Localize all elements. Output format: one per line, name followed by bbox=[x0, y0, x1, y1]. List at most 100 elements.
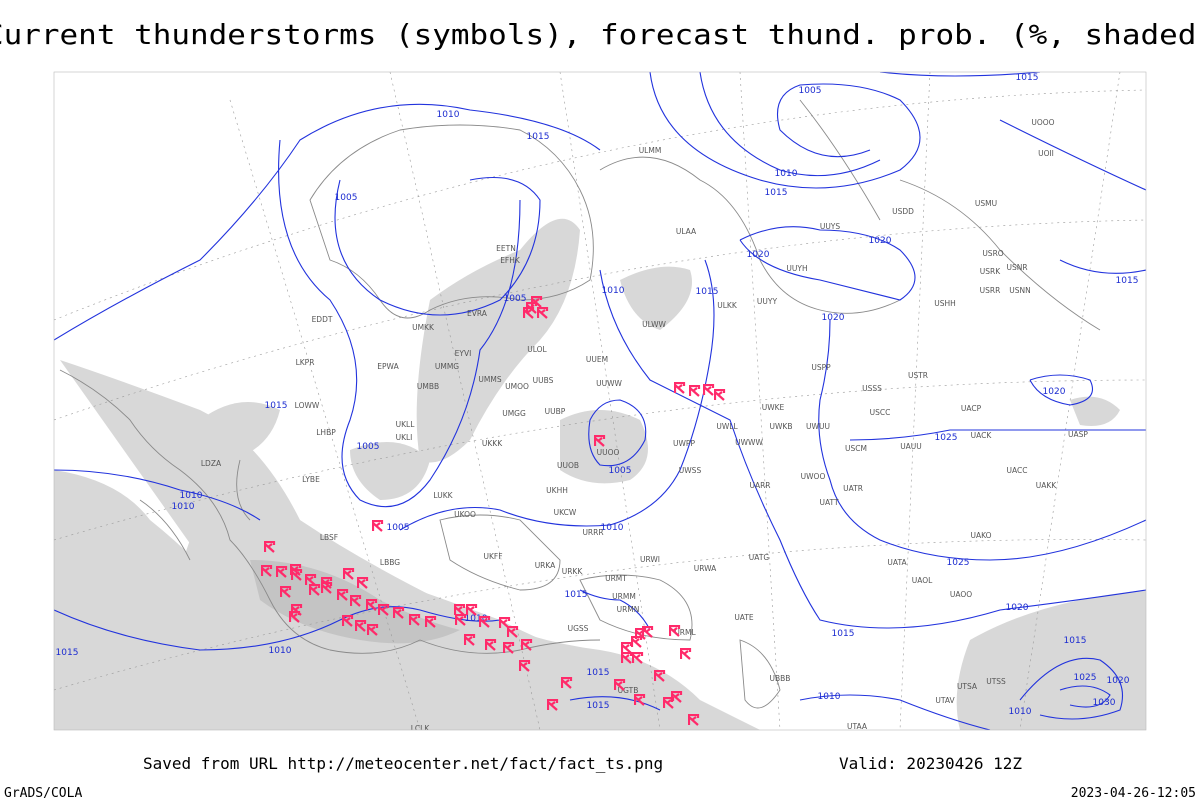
station-code: UWUU bbox=[806, 422, 830, 431]
station-code: UKFF bbox=[483, 552, 502, 561]
isobar-label: 1020 bbox=[869, 236, 892, 246]
isobar-label: 1010 bbox=[180, 491, 203, 501]
station-code: USRO bbox=[982, 249, 1003, 258]
isobar-label: 1010 bbox=[775, 169, 798, 179]
valid-time: Valid: 20230426 12Z bbox=[839, 754, 1022, 773]
station-code: LHBP bbox=[316, 428, 336, 437]
station-code: ULAA bbox=[676, 227, 697, 236]
isobar-label: 1010 bbox=[602, 286, 625, 296]
station-code: UWOO bbox=[801, 472, 826, 481]
credit: GrADS/COLA bbox=[4, 786, 82, 800]
isobar-label: 1010 bbox=[465, 614, 488, 624]
station-code: LKPR bbox=[296, 358, 315, 367]
isobar-label: 1010 bbox=[437, 110, 460, 120]
station-code: UATT bbox=[819, 498, 838, 507]
isobar-label: 1015 bbox=[587, 668, 610, 678]
station-code: EDDT bbox=[312, 315, 333, 324]
station-code: URKA bbox=[535, 561, 556, 570]
isobar-label: 1020 bbox=[1006, 603, 1029, 613]
station-code: EPWA bbox=[377, 362, 399, 371]
isobars bbox=[54, 72, 1146, 730]
station-code: UMKK bbox=[412, 323, 435, 332]
station-code: UAKK bbox=[1036, 481, 1058, 490]
isobar-label: 1010 bbox=[1009, 707, 1032, 717]
station-code: UAUU bbox=[900, 442, 922, 451]
station-code: LOWW bbox=[295, 401, 320, 410]
station-code: UUWW bbox=[596, 379, 622, 388]
station-code: UASP bbox=[1068, 430, 1088, 439]
station-code: URRR bbox=[582, 528, 603, 537]
isobar-label: 1015 bbox=[1016, 73, 1039, 83]
station-code: UKHH bbox=[546, 486, 568, 495]
station-code: ULMM bbox=[639, 146, 662, 155]
isobar-label: 1020 bbox=[822, 313, 845, 323]
station-code: USRK bbox=[980, 267, 1001, 276]
isobar-label: 1015 bbox=[696, 287, 719, 297]
station-code: UATE bbox=[734, 613, 754, 622]
station-code: UUBS bbox=[533, 376, 554, 385]
isobar-label: 1015 bbox=[832, 629, 855, 639]
station-code: UTSS bbox=[986, 677, 1006, 686]
station-code: UAOL bbox=[912, 576, 933, 585]
station-code: EFHK bbox=[500, 256, 521, 265]
station-code: UKKK bbox=[482, 439, 503, 448]
station-code: URMT bbox=[605, 574, 627, 583]
isobar-labels: 1010 1015 1005 1005 1010 1015 1015 1005 1005 1010… bbox=[56, 73, 1139, 717]
isobar-label: 1010 bbox=[269, 646, 292, 656]
isobar-label: 1010 bbox=[818, 692, 841, 702]
station-code: UMOO bbox=[505, 382, 529, 391]
timestamp: 2023-04-26-12:05 bbox=[1071, 786, 1196, 800]
station-code: UKOO bbox=[454, 510, 476, 519]
station-code: UUYS bbox=[820, 222, 841, 231]
station-code: UTAV bbox=[935, 696, 955, 705]
isobar-label: 1025 bbox=[1074, 673, 1097, 683]
station-code: UUYH bbox=[786, 264, 807, 273]
station-code: UWPP bbox=[673, 439, 695, 448]
stations: ULMM ULAA ULKK UUYY ULWW UUEM UUWW UUYH UUYS USDD… bbox=[201, 118, 1089, 730]
station-code: USTR bbox=[908, 371, 928, 380]
isobar-label: 1020 bbox=[747, 250, 770, 260]
station-code: LBBG bbox=[380, 558, 400, 567]
title: Current thunderstorms (symbols), forecas… bbox=[0, 18, 1200, 51]
station-code: UUOB bbox=[557, 461, 579, 470]
isobar-label: 1010 bbox=[601, 523, 624, 533]
graticule bbox=[54, 72, 1146, 730]
station-code: UKLL bbox=[396, 420, 416, 429]
station-code: UARR bbox=[749, 481, 770, 490]
station-code: URWA bbox=[694, 564, 717, 573]
station-code: USDD bbox=[892, 207, 914, 216]
station-code: UUOO bbox=[597, 448, 620, 457]
station-code: LBSF bbox=[320, 533, 338, 542]
station-code: UWKE bbox=[762, 403, 785, 412]
isobar-label: 1015 bbox=[765, 188, 788, 198]
station-code: USNN bbox=[1009, 286, 1030, 295]
isobar-label: 1015 bbox=[1116, 276, 1139, 286]
isobar-label: 1020 bbox=[1043, 387, 1066, 397]
station-code: ULWW bbox=[642, 320, 666, 329]
isobar-label: 1030 bbox=[1093, 698, 1116, 708]
station-code: EYVI bbox=[455, 349, 472, 358]
isobar-label: 1015 bbox=[1064, 636, 1087, 646]
station-code: URWI bbox=[640, 555, 660, 564]
station-code: URKK bbox=[562, 567, 584, 576]
isobar-label: 1015 bbox=[587, 701, 610, 711]
station-code: ULOL bbox=[527, 345, 547, 354]
isobar-label: 1015 bbox=[56, 648, 79, 658]
isobar-label: 1025 bbox=[947, 558, 970, 568]
station-code: UMMS bbox=[478, 375, 501, 384]
station-code: UACP bbox=[961, 404, 982, 413]
station-code: UATA bbox=[887, 558, 907, 567]
station-code: UATR bbox=[843, 484, 863, 493]
station-code: USMU bbox=[975, 199, 997, 208]
station-code: UBBB bbox=[770, 674, 791, 683]
station-code: UACK bbox=[971, 431, 993, 440]
station-code: UATG bbox=[749, 553, 770, 562]
station-code: USSS bbox=[862, 384, 882, 393]
station-code: ULKK bbox=[717, 301, 738, 310]
isobar-label: 1005 bbox=[387, 523, 410, 533]
station-code: USNR bbox=[1006, 263, 1027, 272]
station-code: URML bbox=[674, 628, 696, 637]
station-code: UUYY bbox=[757, 297, 778, 306]
station-code: UMBB bbox=[417, 382, 439, 391]
station-code: LYBE bbox=[302, 475, 320, 484]
